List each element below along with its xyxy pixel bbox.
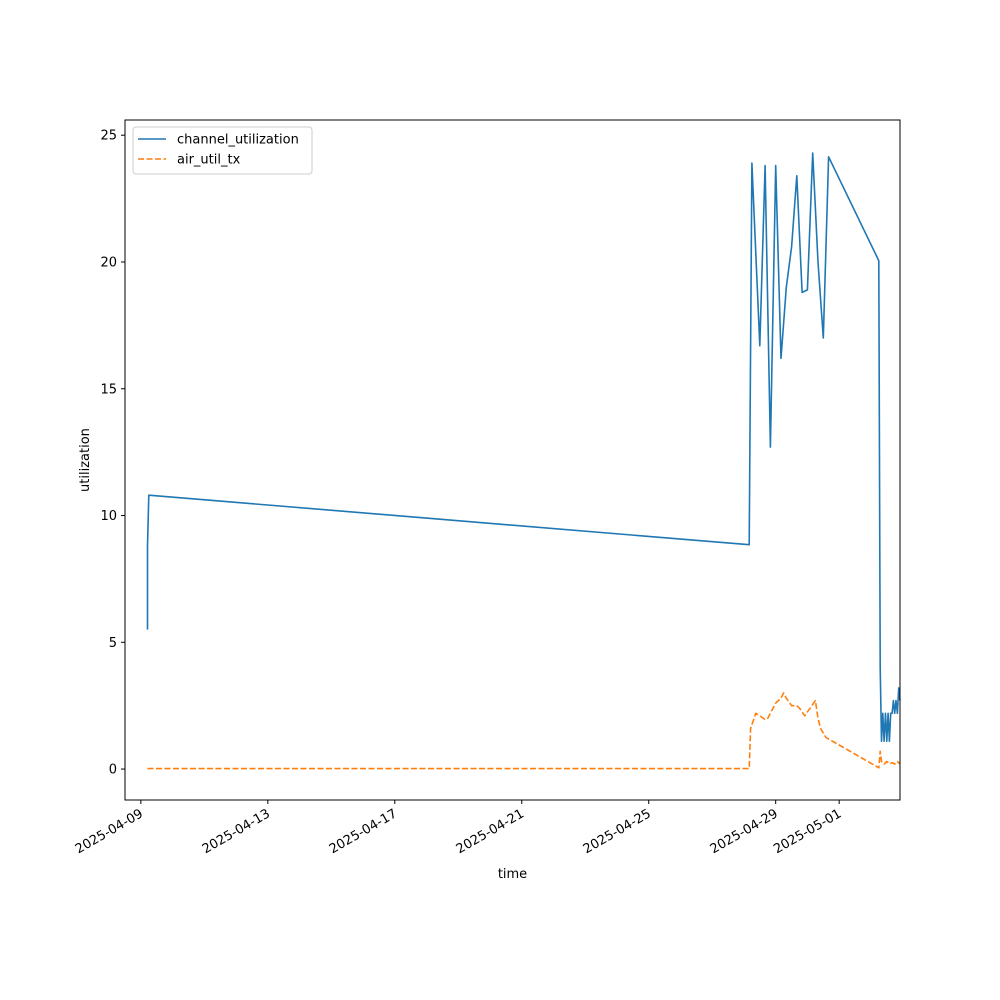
y-tick-label: 5 xyxy=(109,636,117,651)
y-tick-label: 10 xyxy=(100,509,117,524)
legend-label-channel-utilization: channel_utilization xyxy=(177,133,299,148)
y-tick-label: 25 xyxy=(100,129,117,144)
x-axis-label: time xyxy=(498,867,527,882)
y-tick-label: 15 xyxy=(100,382,117,397)
legend: channel_utilization air_util_tx xyxy=(132,126,313,175)
y-axis-label: utilization xyxy=(78,428,93,492)
y-axis: 0 5 10 15 20 25 xyxy=(100,129,125,778)
legend-label-air-util-tx: air_util_tx xyxy=(177,153,241,168)
series-layer xyxy=(146,152,901,770)
series-line-channel-utilization xyxy=(146,152,901,742)
y-tick-label: 0 xyxy=(109,763,117,778)
legend-box xyxy=(132,126,313,175)
plot-frame xyxy=(124,119,901,801)
series-line-air-util-tx xyxy=(147,692,901,770)
y-tick-label: 20 xyxy=(100,255,117,270)
